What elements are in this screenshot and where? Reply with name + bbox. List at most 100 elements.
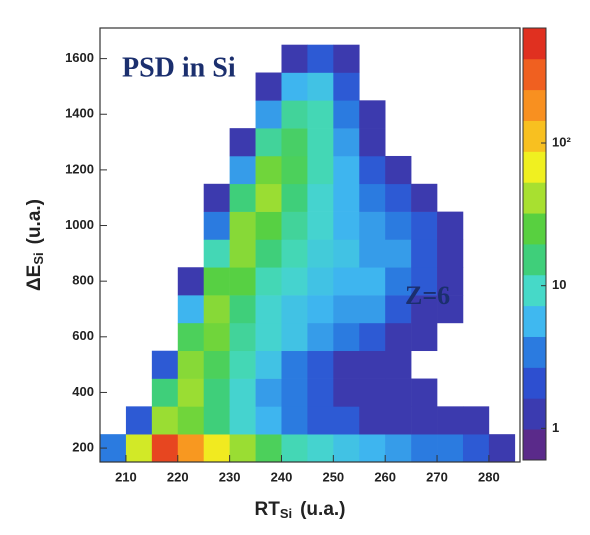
cell [359,322,386,352]
cell [281,155,308,185]
cell [177,350,205,379]
cell [229,322,256,352]
cell [229,183,256,212]
cell [255,434,282,462]
y-tick-label: 600 [72,328,94,343]
cell [307,155,334,185]
cell [281,378,308,407]
y-label-sub: Si [31,252,46,264]
cell [281,183,308,212]
cell [151,350,179,379]
cell [151,378,179,407]
cell [333,239,360,268]
cell [437,211,464,240]
cell [177,267,205,296]
cell [359,100,386,129]
cell [411,239,438,268]
cell [281,267,308,296]
cell [151,434,179,462]
cell [255,211,282,240]
cell [385,211,412,240]
cell [359,128,386,157]
x-tick-label: 260 [374,469,396,484]
cell [203,295,230,324]
cell [437,406,464,435]
cell [229,155,256,185]
colorbar-tick-label: 10² [552,134,571,149]
cell [359,295,386,324]
cell [255,406,282,435]
cell [203,211,230,240]
cell [333,434,360,462]
cell [359,183,386,212]
y-tick-label: 400 [72,384,94,399]
cell [385,295,412,324]
cell [359,267,386,296]
cell [437,239,464,268]
cell [385,406,412,435]
cell [307,406,334,435]
cell [281,211,308,240]
cell [307,211,334,240]
cell [385,350,412,379]
y-tick-label: 1200 [65,161,94,176]
plot-frame [99,27,521,463]
y-tick-label: 200 [72,440,94,455]
cell [229,406,256,435]
cell [359,434,386,462]
cell [333,100,360,129]
cell [255,239,282,268]
cell [177,378,205,407]
cell [307,72,334,101]
cell [229,211,256,240]
cell [307,183,334,212]
cell [333,155,360,185]
x-axis-label: RTSi (u.a.) [254,499,345,521]
cell [307,434,334,462]
cell [281,406,308,435]
cell [177,295,205,324]
cell [307,100,334,129]
cell [385,434,412,462]
x-label-main: RT [254,499,280,520]
cell [437,295,464,324]
cell [359,406,386,435]
cell [255,100,282,129]
cell [203,267,230,296]
cell [255,267,282,296]
colorbar-step [523,89,546,121]
cell [462,434,490,462]
cell [125,434,153,462]
cell [333,378,360,407]
cell [255,350,282,379]
colorbar-step [523,28,546,60]
colorbar-step [523,213,546,245]
x-tick-label: 250 [322,469,344,484]
cell [281,100,308,129]
cell [333,44,360,73]
cell [177,434,205,462]
cell [229,128,256,157]
cell [255,128,282,157]
cell [333,211,360,240]
y-label-main: ΔE [24,265,45,291]
cell [462,406,490,435]
cell [359,155,386,185]
x-tick-label: 210 [115,469,137,484]
cell [411,378,438,407]
colorbar-step [523,398,546,430]
cell [359,211,386,240]
cell [385,183,412,212]
y-axis-label: ΔESi (u.a.) [24,199,46,291]
cell [203,239,230,268]
cell [151,406,179,435]
cell [333,406,360,435]
cell [255,183,282,212]
cell [177,322,205,352]
cell [411,406,438,435]
cell [255,155,282,185]
cell [255,295,282,324]
x-label-sub: Si [280,506,292,521]
cell [411,211,438,240]
